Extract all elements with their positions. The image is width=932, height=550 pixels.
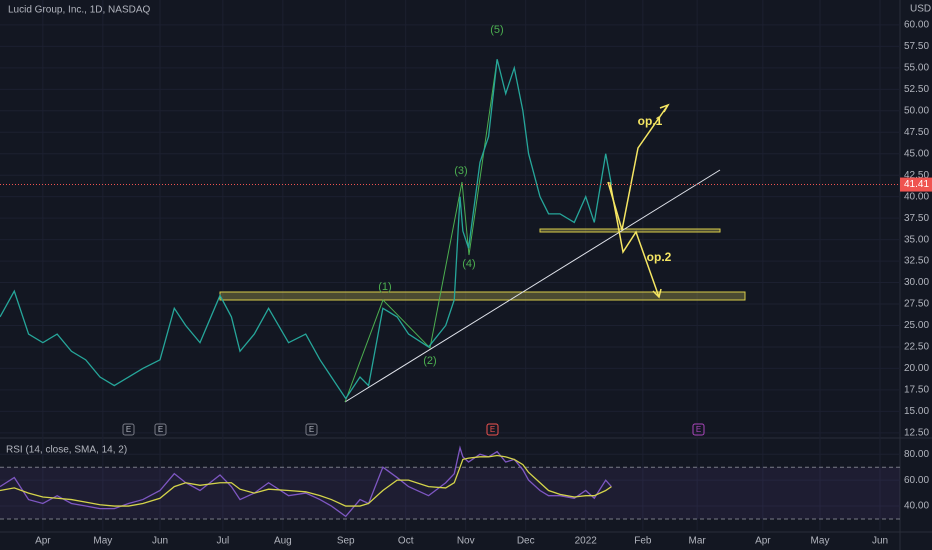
y-tick-label: 35.00 [904,234,929,245]
x-tick-label: Feb [634,536,652,547]
x-tick-label: Oct [398,536,414,547]
x-tick-label: 2022 [575,536,598,547]
x-tick-label: Dec [517,536,535,547]
y-tick-label: 40.00 [904,501,929,512]
y-tick-label: 15.00 [904,406,929,417]
earnings-label: E [309,425,314,434]
trend-line [344,169,721,403]
earnings-label: E [696,425,701,434]
currency: USD [910,4,931,15]
wave-label: (1) [378,281,391,293]
y-tick-label: 55.00 [904,62,929,73]
x-tick-label: Sep [337,536,355,547]
scenario-2 [609,181,660,298]
wave-label: (3) [454,165,467,177]
rsi-line [0,445,612,518]
x-tick-label: Jul [216,536,229,547]
y-tick-label: 37.50 [904,213,929,224]
y-tick-label: 32.50 [904,256,929,267]
scenario-label: op.1 [638,114,663,128]
y-tick-label: 40.00 [904,191,929,202]
scenario-label: op.2 [647,250,672,264]
y-tick-label: 27.50 [904,299,929,310]
earnings-box [486,423,499,436]
y-tick-label: 17.50 [904,385,929,396]
indicator-title: RSI (14, close, SMA, 14, 2) [6,445,127,456]
y-tick-label: 60.00 [904,475,929,486]
earnings-box [305,423,318,436]
rsi-band [0,467,900,519]
x-tick-label: May [93,536,112,547]
y-tick-label: 57.50 [904,41,929,52]
support-zone [219,291,746,301]
last-price-tag [900,177,932,192]
y-tick-label: 42.50 [904,170,929,181]
x-tick-label: Apr [35,536,51,547]
arrow-head [659,103,670,113]
support-zone [539,228,721,233]
x-tick-label: Jun [872,536,888,547]
earnings-box [692,423,705,436]
x-tick-label: May [811,536,830,547]
x-tick-label: Jun [152,536,168,547]
y-tick-label: 45.00 [904,148,929,159]
rsi-line [0,454,612,507]
x-tick-label: Nov [457,536,475,547]
last-price-label: 41.41 [904,179,929,190]
y-tick-label: 52.50 [904,84,929,95]
y-tick-label: 80.00 [904,449,929,460]
y-tick-label: 47.50 [904,127,929,138]
wave-label: (4) [462,258,475,270]
earnings-markers: E E E E E [122,423,705,436]
x-tick-label: Apr [755,536,771,547]
y-tick-label: 22.50 [904,342,929,353]
chart-title: Lucid Group, Inc., 1D, NASDAQ [8,5,151,16]
y-tick-label: 12.50 [904,427,929,438]
y-tick-label: 50.00 [904,105,929,116]
arrow-head [652,288,662,299]
earnings-label: E [490,425,495,434]
earnings-label: E [126,425,131,434]
x-tick-label: Aug [274,536,292,547]
earnings-box [154,423,167,436]
earnings-box [122,423,135,436]
price-line [0,59,613,400]
wave-count [344,59,498,403]
y-tick-label: 60.00 [904,20,929,31]
earnings-label: E [158,425,163,434]
wave-label: (2) [423,355,436,367]
y-tick-label: 30.00 [904,277,929,288]
x-tick-label: Mar [689,536,707,547]
wave-label: (5) [490,24,503,36]
y-tick-label: 25.00 [904,320,929,331]
y-tick-label: 20.00 [904,363,929,374]
